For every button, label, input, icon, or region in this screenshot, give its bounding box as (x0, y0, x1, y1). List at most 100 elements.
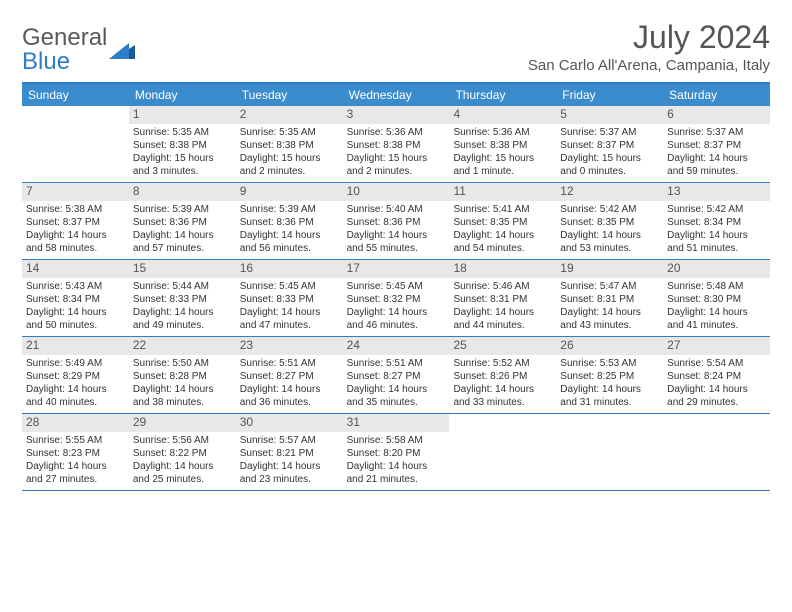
sunrise: Sunrise: 5:39 AM (133, 203, 232, 216)
weeks-container: 1Sunrise: 5:35 AMSunset: 8:38 PMDaylight… (22, 106, 770, 491)
daylight: Daylight: 14 hours and 54 minutes. (453, 229, 552, 255)
sunrise: Sunrise: 5:48 AM (667, 280, 766, 293)
daylight: Daylight: 15 hours and 2 minutes. (347, 152, 446, 178)
day-number: 2 (236, 106, 343, 124)
day-cell: 19Sunrise: 5:47 AMSunset: 8:31 PMDayligh… (556, 260, 663, 336)
day-number: 12 (556, 183, 663, 201)
daylight: Daylight: 14 hours and 43 minutes. (560, 306, 659, 332)
day-cell: 14Sunrise: 5:43 AMSunset: 8:34 PMDayligh… (22, 260, 129, 336)
day-cell: 2Sunrise: 5:35 AMSunset: 8:38 PMDaylight… (236, 106, 343, 182)
dow-cell: Monday (129, 84, 236, 106)
day-number: 10 (343, 183, 450, 201)
day-number: 8 (129, 183, 236, 201)
sunset: Sunset: 8:31 PM (560, 293, 659, 306)
daylight: Daylight: 14 hours and 59 minutes. (667, 152, 766, 178)
sunset: Sunset: 8:33 PM (133, 293, 232, 306)
sunrise: Sunrise: 5:41 AM (453, 203, 552, 216)
sunrise: Sunrise: 5:36 AM (453, 126, 552, 139)
day-number: 18 (449, 260, 556, 278)
day-cell: 4Sunrise: 5:36 AMSunset: 8:38 PMDaylight… (449, 106, 556, 182)
week-row: 28Sunrise: 5:55 AMSunset: 8:23 PMDayligh… (22, 414, 770, 491)
sunset: Sunset: 8:24 PM (667, 370, 766, 383)
sunset: Sunset: 8:30 PM (667, 293, 766, 306)
day-of-week-row: SundayMondayTuesdayWednesdayThursdayFrid… (22, 84, 770, 106)
sunset: Sunset: 8:38 PM (133, 139, 232, 152)
sunset: Sunset: 8:29 PM (26, 370, 125, 383)
daylight: Daylight: 14 hours and 40 minutes. (26, 383, 125, 409)
sunrise: Sunrise: 5:55 AM (26, 434, 125, 447)
sunrise: Sunrise: 5:36 AM (347, 126, 446, 139)
sunrise: Sunrise: 5:44 AM (133, 280, 232, 293)
week-row: 1Sunrise: 5:35 AMSunset: 8:38 PMDaylight… (22, 106, 770, 183)
dow-cell: Friday (556, 84, 663, 106)
daylight: Daylight: 15 hours and 3 minutes. (133, 152, 232, 178)
day-number: 14 (22, 260, 129, 278)
day-cell: 23Sunrise: 5:51 AMSunset: 8:27 PMDayligh… (236, 337, 343, 413)
sunset: Sunset: 8:27 PM (240, 370, 339, 383)
sunrise: Sunrise: 5:53 AM (560, 357, 659, 370)
sunset: Sunset: 8:23 PM (26, 447, 125, 460)
day-cell: 8Sunrise: 5:39 AMSunset: 8:36 PMDaylight… (129, 183, 236, 259)
sunrise: Sunrise: 5:46 AM (453, 280, 552, 293)
sunset: Sunset: 8:36 PM (240, 216, 339, 229)
day-cell: 12Sunrise: 5:42 AMSunset: 8:35 PMDayligh… (556, 183, 663, 259)
sunrise: Sunrise: 5:39 AM (240, 203, 339, 216)
day-cell: 16Sunrise: 5:45 AMSunset: 8:33 PMDayligh… (236, 260, 343, 336)
daylight: Daylight: 14 hours and 38 minutes. (133, 383, 232, 409)
sunrise: Sunrise: 5:49 AM (26, 357, 125, 370)
daylight: Daylight: 14 hours and 41 minutes. (667, 306, 766, 332)
dow-cell: Tuesday (236, 84, 343, 106)
page-header: General Blue July 2024 San Carlo All'Are… (22, 20, 770, 74)
sunrise: Sunrise: 5:35 AM (240, 126, 339, 139)
week-row: 14 Sunrise: 5:43 AMSunset: 8:34 PM Dayligh… (22, 260, 770, 337)
sunrise: Sunrise: 5:45 AM (347, 280, 446, 293)
day-cell: 3Sunrise: 5:36 AMSunset: 8:38 PMDaylight… (343, 106, 450, 182)
month-title: July 2024 (528, 20, 770, 55)
sunrise: Sunrise: 5:58 AM (347, 434, 446, 447)
location: San Carlo All'Arena, Campania, Italy (528, 57, 770, 74)
logo-text: General Blue (22, 26, 107, 74)
sunrise: Sunrise: 5:43 AM (26, 280, 125, 293)
day-number: 20 (663, 260, 770, 278)
dow-cell: Thursday (449, 84, 556, 106)
daylight: Daylight: 14 hours and 27 minutes. (26, 460, 125, 486)
sunrise: Sunrise: 5:35 AM (133, 126, 232, 139)
day-cell: 25Sunrise: 5:52 AMSunset: 8:26 PMDayligh… (449, 337, 556, 413)
sunrise: Sunrise: 5:50 AM (133, 357, 232, 370)
sunset: Sunset: 8:36 PM (133, 216, 232, 229)
day-number: 13 (663, 183, 770, 201)
logo-text-1: General (22, 24, 107, 51)
daylight: Daylight: 14 hours and 23 minutes. (240, 460, 339, 486)
daylight: Daylight: 14 hours and 31 minutes. (560, 383, 659, 409)
sunrise: Sunrise: 5:51 AM (240, 357, 339, 370)
day-number: 6 (663, 106, 770, 124)
sunrise: Sunrise: 5:56 AM (133, 434, 232, 447)
day-number: 21 (22, 337, 129, 355)
day-cell: 10Sunrise: 5:40 AMSunset: 8:36 PMDayligh… (343, 183, 450, 259)
day-number: 19 (556, 260, 663, 278)
sunset: Sunset: 8:38 PM (240, 139, 339, 152)
dow-cell: Wednesday (343, 84, 450, 106)
day-cell: 1Sunrise: 5:35 AMSunset: 8:38 PMDaylight… (129, 106, 236, 182)
sunset: Sunset: 8:35 PM (453, 216, 552, 229)
daylight: Daylight: 14 hours and 56 minutes. (240, 229, 339, 255)
day-number: 28 (22, 414, 129, 432)
sunset: Sunset: 8:38 PM (453, 139, 552, 152)
day-cell (556, 414, 663, 490)
sunrise: Sunrise: 5:42 AM (560, 203, 659, 216)
sunset: Sunset: 8:34 PM (26, 293, 125, 306)
day-number: 11 (449, 183, 556, 201)
day-number: 31 (343, 414, 450, 432)
daylight: Daylight: 15 hours and 0 minutes. (560, 152, 659, 178)
sunset: Sunset: 8:34 PM (667, 216, 766, 229)
dow-cell: Saturday (663, 84, 770, 106)
sunset: Sunset: 8:31 PM (453, 293, 552, 306)
sunset: Sunset: 8:37 PM (26, 216, 125, 229)
sunrise: Sunrise: 5:54 AM (667, 357, 766, 370)
daylight: Daylight: 14 hours and 55 minutes. (347, 229, 446, 255)
sunset: Sunset: 8:37 PM (560, 139, 659, 152)
day-number: 7 (22, 183, 129, 201)
daylight: Daylight: 14 hours and 36 minutes. (240, 383, 339, 409)
day-number: 3 (343, 106, 450, 124)
day-cell: 28 Sunrise: 5:55 AMSunset: 8:23 PMDayligh… (22, 414, 129, 490)
